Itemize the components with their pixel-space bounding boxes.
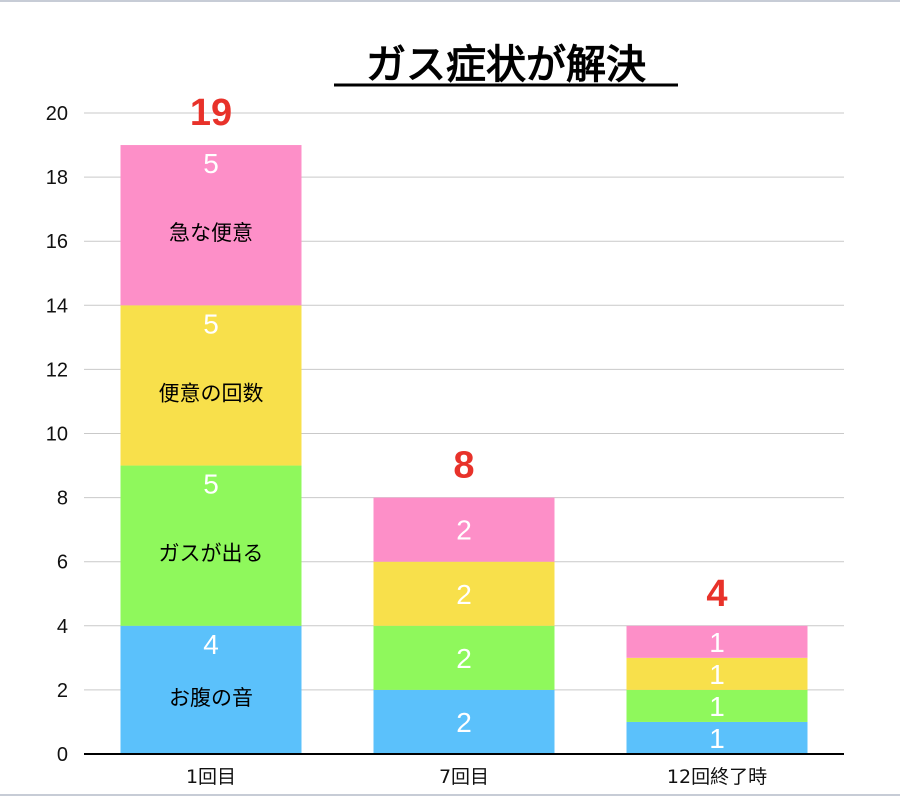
y-axis-ticks: 0 2 4 6 8 10 12 14 16 18 20	[46, 103, 68, 766]
segment-value-label: 2	[456, 515, 472, 546]
series-name-label: お腹の音	[169, 686, 253, 710]
bar-segment	[120, 145, 302, 306]
x-category-label: 7回目	[439, 766, 489, 788]
bar-total-label: 19	[190, 92, 232, 134]
bar-total-label: 8	[453, 445, 474, 487]
bar-segment	[626, 689, 808, 722]
segment-value-label: 2	[456, 579, 472, 610]
y-tick-label: 6	[57, 552, 68, 574]
y-tick-label: 12	[46, 359, 68, 381]
segment-value-label: 1	[709, 691, 725, 722]
frame-top-line	[0, 0, 900, 2]
bar-segment	[373, 561, 555, 626]
y-tick-label: 4	[57, 616, 68, 638]
y-tick-label: 8	[57, 488, 68, 510]
x-axis-labels: 1回目 7回目 12回終了時	[186, 766, 767, 788]
series-name-label: 便意の回数	[159, 381, 264, 405]
segment-value-label: 2	[456, 643, 472, 674]
y-tick-label: 16	[46, 231, 68, 253]
segment-value-label: 5	[203, 148, 219, 179]
bar-total-label: 4	[706, 573, 727, 615]
segment-value-label: 1	[709, 627, 725, 658]
segment-value-label: 1	[709, 723, 725, 754]
segment-value-label: 5	[203, 469, 219, 500]
series-name-label: ガスが出る	[159, 542, 264, 566]
bars	[120, 145, 808, 754]
y-tick-label: 10	[46, 424, 68, 446]
segment-value-label: 2	[456, 707, 472, 738]
bar-segment	[626, 721, 808, 754]
chart-title: ガス症状が解決	[366, 42, 646, 88]
x-category-label: 1回目	[186, 766, 236, 788]
segment-value-label: 4	[203, 629, 219, 660]
x-category-label: 12回終了時	[667, 766, 767, 788]
y-tick-label: 14	[46, 295, 68, 317]
bar-segment	[373, 689, 555, 754]
segment-value-label: 5	[203, 308, 219, 339]
bar-segment	[120, 625, 302, 754]
y-tick-label: 0	[57, 744, 68, 766]
segment-value-label: 1	[709, 659, 725, 690]
bar-segment	[626, 625, 808, 658]
bar-segment	[373, 625, 555, 690]
y-tick-label: 20	[46, 103, 68, 125]
frame-bottom-line	[0, 794, 900, 796]
bar-segment	[626, 657, 808, 690]
bar-segment	[373, 497, 555, 562]
bar-segment	[120, 465, 302, 626]
y-tick-label: 2	[57, 680, 68, 702]
y-tick-label: 18	[46, 167, 68, 189]
series-name-label: 急な便意	[169, 221, 253, 245]
bar-segment	[120, 305, 302, 466]
